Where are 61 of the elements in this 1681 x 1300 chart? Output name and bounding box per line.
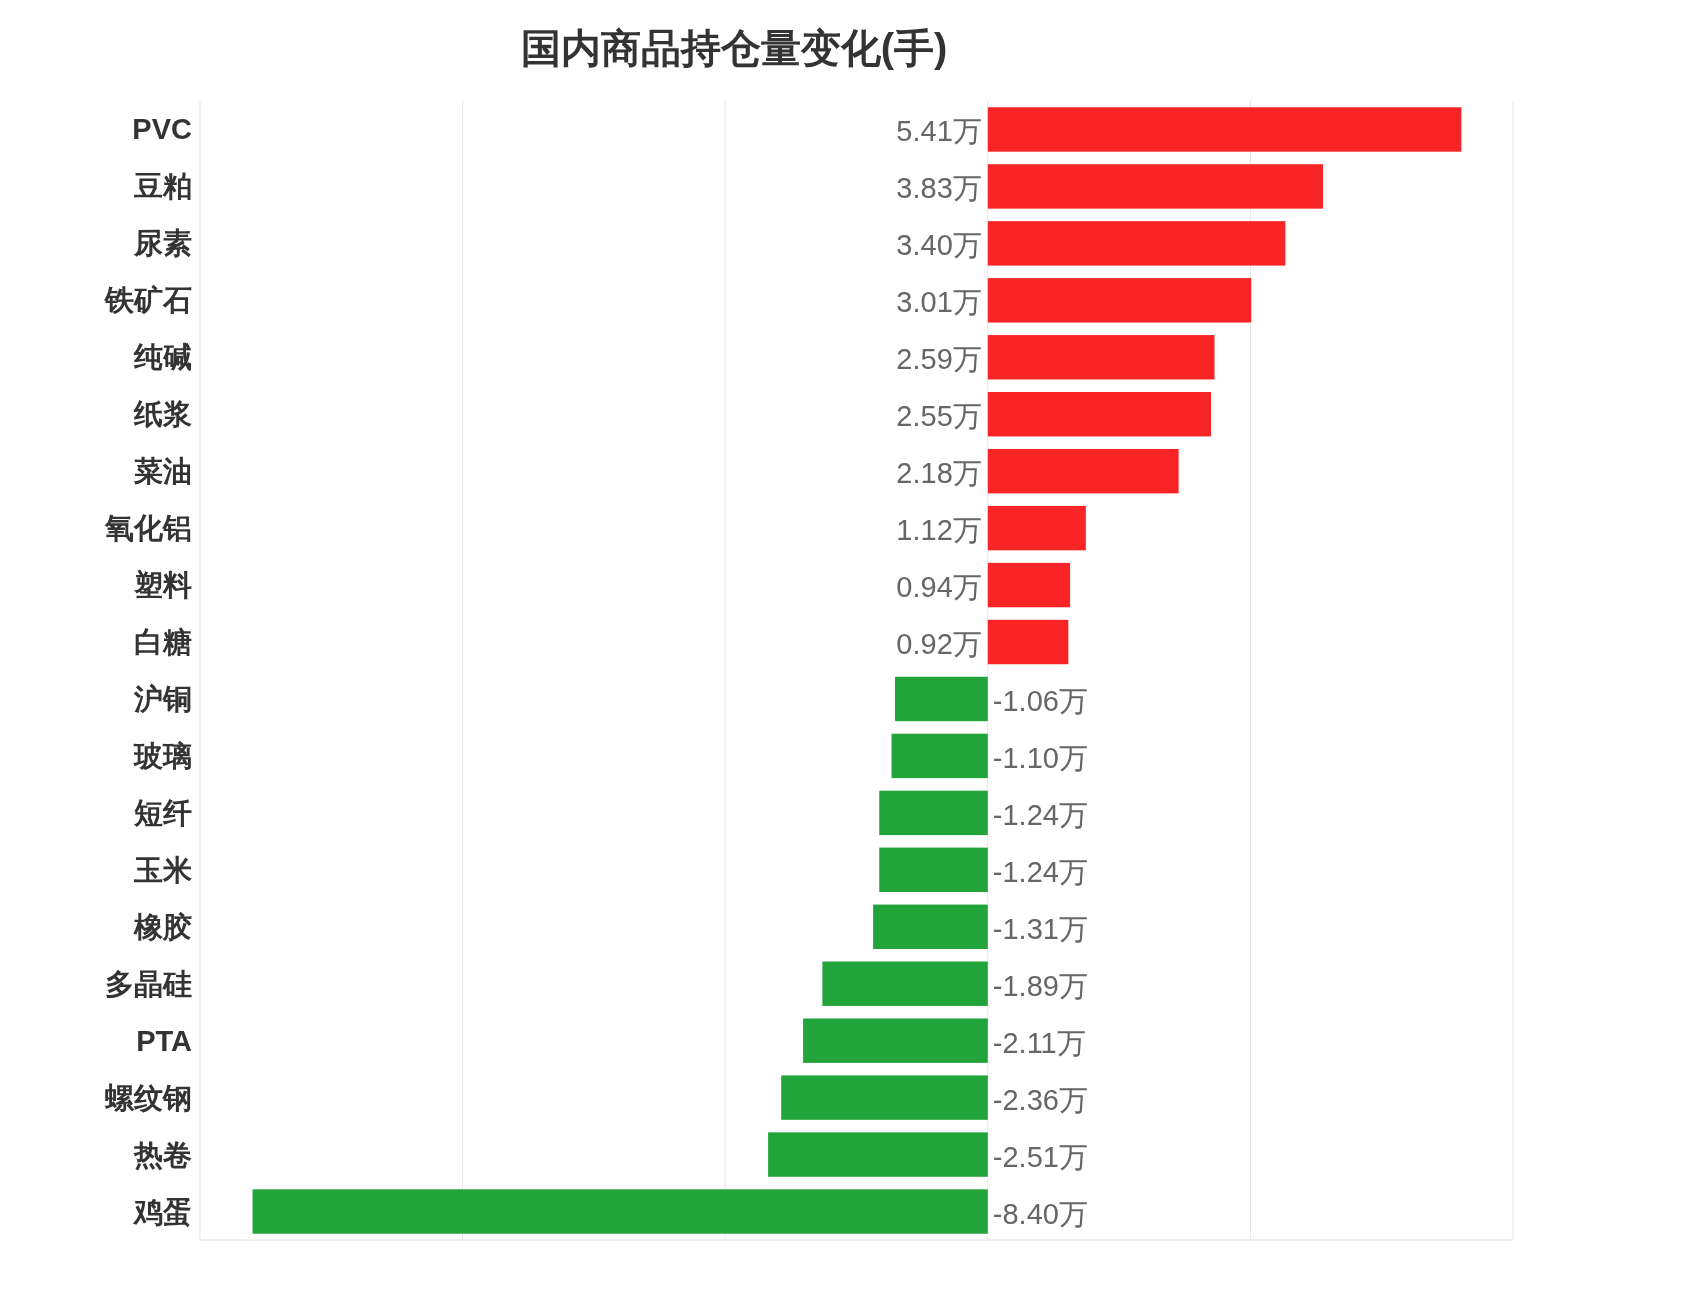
bar	[768, 1132, 988, 1177]
data-label: -2.11万	[992, 1026, 1086, 1059]
data-label: 5.41万	[896, 115, 982, 148]
bar	[987, 221, 1286, 266]
y-tick-label: 塑料	[133, 569, 192, 602]
bar	[879, 790, 988, 836]
bar	[987, 278, 1252, 323]
y-tick-label: PTA	[136, 1024, 193, 1057]
y-tick-label: PVC	[132, 113, 193, 146]
bar	[873, 904, 988, 949]
bar	[987, 505, 1086, 551]
data-label: 2.59万	[896, 343, 982, 376]
bar	[252, 1189, 988, 1234]
data-label: 3.01万	[896, 286, 982, 319]
bar	[781, 1075, 988, 1120]
bar	[987, 562, 1071, 608]
data-label: 0.92万	[896, 628, 982, 661]
bar	[822, 961, 988, 1006]
y-tick-label: 玉米	[133, 853, 192, 886]
y-tick-label: 玻璃	[133, 739, 192, 772]
y-tick-label: 纯碱	[133, 341, 192, 374]
data-label: -2.36万	[992, 1083, 1088, 1116]
bar	[987, 107, 1462, 152]
data-label: -1.06万	[992, 684, 1088, 717]
bar	[803, 1018, 988, 1063]
data-label: -1.24万	[992, 855, 1088, 888]
y-tick-label: 菜油	[133, 455, 192, 488]
data-label: -8.40万	[992, 1197, 1088, 1230]
data-label: -1.10万	[992, 741, 1088, 774]
y-tick-label: 白糖	[134, 626, 192, 659]
y-tick-label: 沪铜	[133, 682, 192, 715]
y-tick-label: 短纤	[133, 796, 192, 829]
y-tick-label: 多晶硅	[105, 967, 192, 1000]
data-label: 3.40万	[896, 229, 982, 262]
data-label: 2.18万	[896, 457, 982, 490]
bar	[891, 733, 988, 779]
data-label: -1.89万	[992, 969, 1088, 1002]
y-tick-label: 豆粕	[133, 170, 192, 203]
bar	[879, 847, 988, 893]
chart-title: 国内商品持仓量变化(手)	[520, 26, 948, 70]
data-label: 3.83万	[896, 172, 982, 205]
data-label: -2.51万	[992, 1140, 1088, 1173]
y-tick-label: 铁矿石	[104, 284, 192, 317]
data-label: 1.12万	[896, 514, 982, 547]
bar	[987, 335, 1215, 380]
bar	[987, 619, 1069, 665]
y-tick-label: 鸡蛋	[132, 1195, 192, 1228]
bar	[987, 164, 1324, 209]
data-label: -1.31万	[992, 912, 1088, 945]
y-tick-label: 氧化铝	[104, 512, 192, 545]
y-tick-label: 尿素	[133, 227, 192, 260]
data-label: -1.24万	[992, 798, 1088, 831]
data-label: 0.94万	[896, 571, 982, 604]
y-tick-label: 纸浆	[133, 398, 192, 431]
bar	[987, 392, 1212, 437]
data-label: 2.55万	[896, 400, 982, 433]
y-tick-label: 热卷	[133, 1138, 192, 1171]
bar	[895, 676, 988, 722]
bar	[987, 448, 1179, 494]
y-tick-label: 橡胶	[133, 910, 192, 943]
y-tick-label: 螺纹钢	[104, 1081, 192, 1114]
